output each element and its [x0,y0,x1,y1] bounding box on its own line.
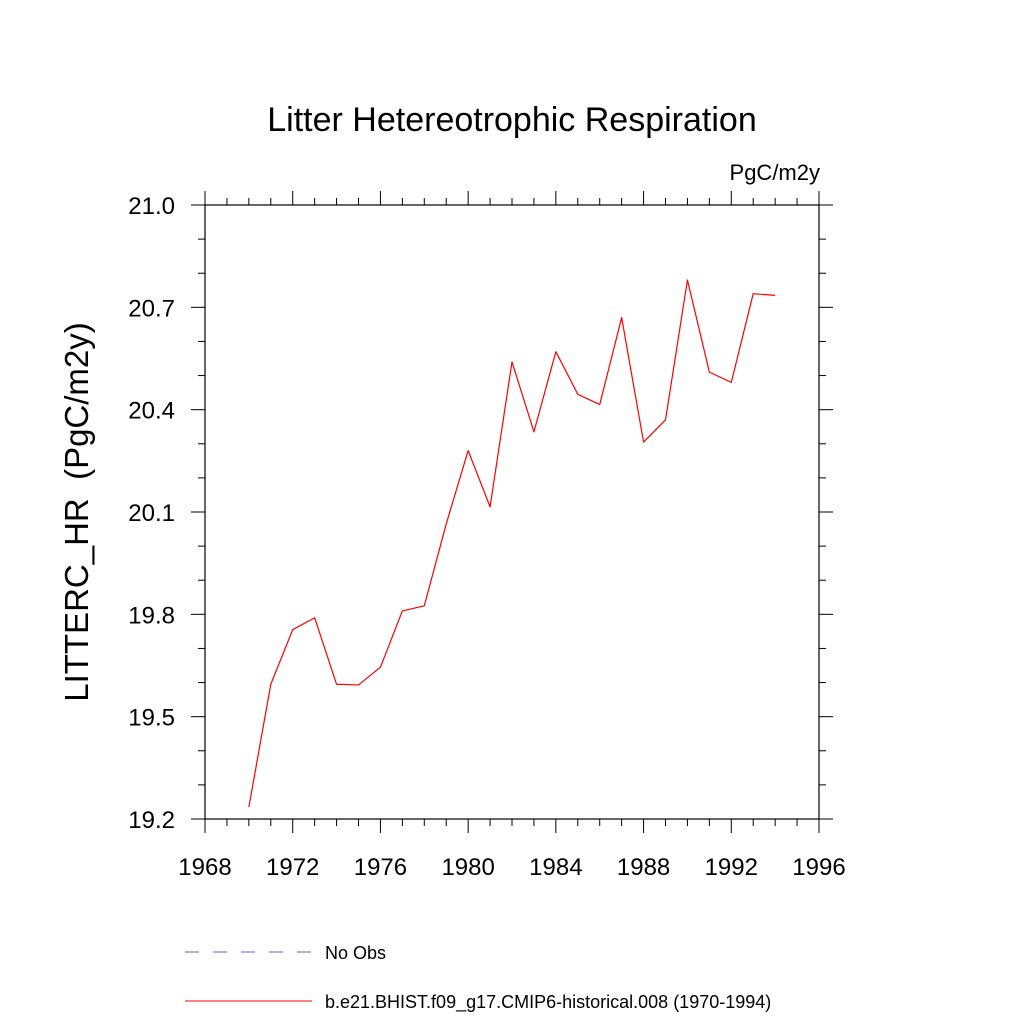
legend-label: No Obs [325,943,386,963]
axis-tick-labels: 1968 1972 1976 1980 1984 1988 1992 1996 19.2 19.5… [128,193,845,881]
x-tick-label: 1996 [792,854,845,881]
x-tick-label: 1984 [529,854,582,881]
units-label: PgC/m2y [730,160,820,185]
y-axis-label: LITTERC_HR (PgC/m2y) [58,322,95,702]
legend: No Obs b.e21.BHIST.f09_g17.CMIP6-historic… [185,943,771,1013]
plot-frame [204,204,820,820]
y-tick-label: 21.0 [128,193,175,220]
x-tick-label: 1988 [617,854,670,881]
axis-ticks [191,191,833,833]
y-tick-label: 19.8 [128,602,175,629]
y-tick-label: 20.4 [128,398,175,425]
y-tick-label: 20.1 [128,500,175,527]
x-tick-label: 1972 [266,854,319,881]
legend-label: b.e21.BHIST.f09_g17.CMIP6-historical.008… [325,992,771,1013]
x-tick-label: 1980 [441,854,494,881]
x-tick-label: 1968 [178,854,231,881]
y-tick-label: 20.7 [128,295,175,322]
y-tick-label: 19.2 [128,807,175,834]
series-lines [248,279,776,808]
chart-title: Litter Hetereotrophic Respiration [267,101,756,139]
x-tick-label: 1992 [705,854,758,881]
x-tick-label: 1976 [354,854,407,881]
y-tick-label: 19.5 [128,705,175,732]
series-line [248,279,776,808]
